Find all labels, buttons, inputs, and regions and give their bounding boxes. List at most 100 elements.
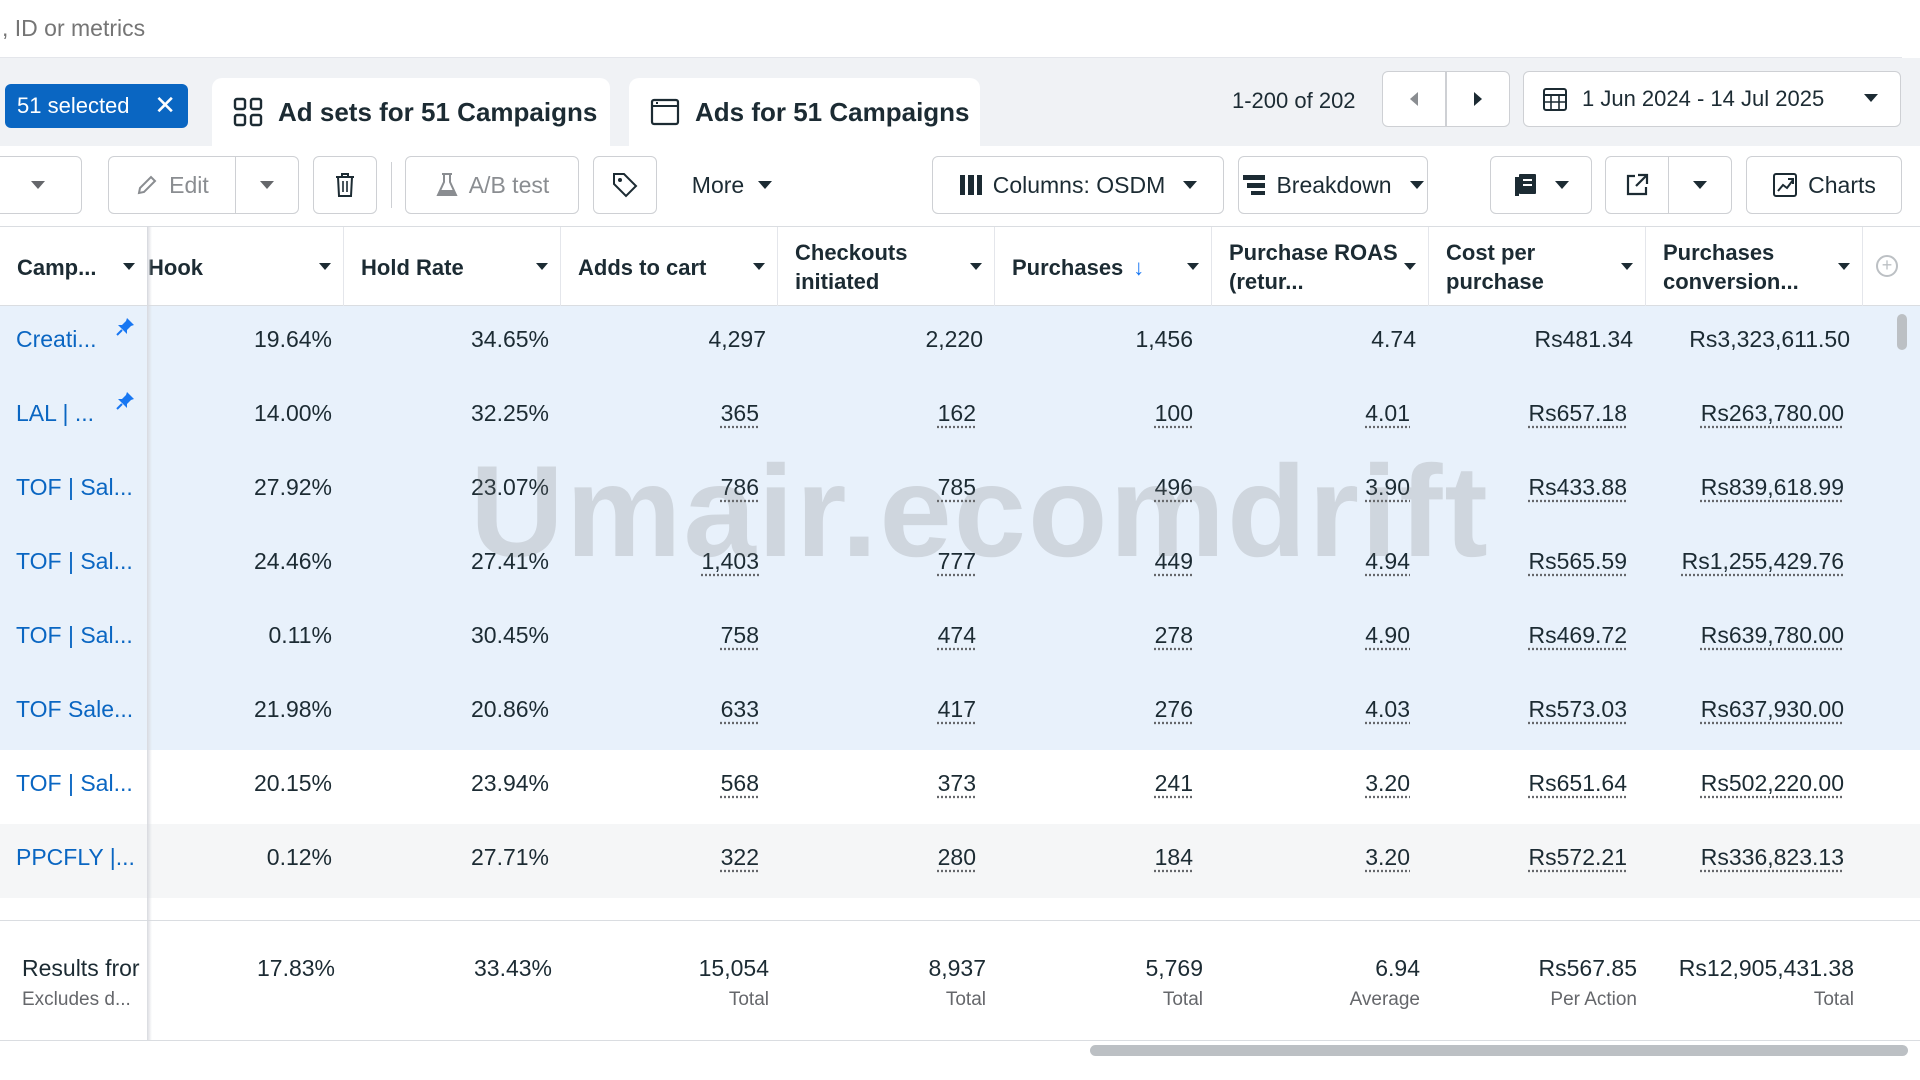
purchases-value[interactable]: 449 (1154, 548, 1193, 574)
adds-to-cart-value[interactable]: 568 (720, 770, 759, 796)
chevron-down-icon[interactable] (970, 263, 982, 270)
date-range-picker[interactable]: 1 Jun 2024 - 14 Jul 2025 (1523, 71, 1901, 127)
column-header-adds-to-cart[interactable]: Adds to cart (561, 227, 778, 307)
checkouts-value[interactable]: 417 (937, 696, 976, 722)
sort-descending-icon[interactable]: ↓ (1133, 254, 1145, 280)
reports-button[interactable] (1490, 156, 1592, 214)
table-row[interactable]: TOF | Sal... 24.46% 27.41% 1,403 777 449… (0, 528, 1920, 602)
checkouts-value[interactable]: 162 (937, 400, 976, 426)
purchases-value[interactable]: 278 (1154, 622, 1193, 648)
campaign-name-link[interactable]: TOF Sale... (16, 696, 134, 722)
roas-value[interactable]: 3.20 (1365, 770, 1410, 796)
purchases-value[interactable]: 241 (1154, 770, 1193, 796)
pin-icon[interactable] (114, 316, 136, 338)
adds-to-cart-value[interactable]: 633 (720, 696, 759, 722)
edit-button[interactable]: Edit (108, 156, 236, 214)
chevron-down-icon[interactable] (1187, 263, 1199, 270)
search-bar[interactable] (0, 0, 1902, 58)
cost-per-purchase-value[interactable]: Rs572.21 (1528, 844, 1627, 870)
purchases-value[interactable]: 276 (1154, 696, 1193, 722)
chevron-down-icon[interactable] (1621, 263, 1633, 270)
chevron-down-icon[interactable] (536, 263, 548, 270)
add-column-icon[interactable]: + (1876, 255, 1898, 277)
campaign-name-link[interactable]: TOF | Sal... (16, 548, 133, 574)
next-page-button[interactable] (1446, 71, 1510, 127)
tag-button[interactable] (593, 156, 657, 214)
purchases-value[interactable]: 100 (1154, 400, 1193, 426)
campaign-name-link[interactable]: LAL | ... (16, 400, 94, 426)
checkouts-value[interactable]: 373 (937, 770, 976, 796)
checkouts-value[interactable]: 777 (937, 548, 976, 574)
table-row[interactable]: TOF | Sal... 20.15% 23.94% 568 373 241 3… (0, 750, 1920, 824)
conversion-value[interactable]: Rs839,618.99 (1700, 474, 1844, 500)
roas-value[interactable]: 4.03 (1365, 696, 1410, 722)
export-dropdown-button[interactable] (1668, 156, 1732, 214)
campaign-name-link[interactable]: PPCFLY |... (16, 844, 135, 870)
selection-chip[interactable]: 51 selected ✕ (5, 84, 188, 128)
adds-to-cart-value[interactable]: 322 (720, 844, 759, 870)
breakdown-button[interactable]: Breakdown (1238, 156, 1428, 214)
purchases-value[interactable]: 184 (1154, 844, 1193, 870)
delete-button[interactable] (313, 156, 377, 214)
export-button[interactable] (1605, 156, 1669, 214)
campaign-name-link[interactable]: TOF | Sal... (16, 622, 133, 648)
adds-to-cart-value[interactable]: 365 (720, 400, 759, 426)
column-header-campaign[interactable]: Camp... (0, 227, 148, 307)
columns-button[interactable]: Columns: OSDM (932, 156, 1224, 214)
create-dropdown-button[interactable] (0, 156, 82, 214)
roas-value[interactable]: 3.90 (1365, 474, 1410, 500)
charts-button[interactable]: Charts (1746, 156, 1902, 214)
conversion-value[interactable]: Rs639,780.00 (1700, 622, 1844, 648)
chevron-down-icon[interactable] (123, 263, 135, 270)
roas-value[interactable]: 3.20 (1365, 844, 1410, 870)
cost-per-purchase-value[interactable]: Rs657.18 (1528, 400, 1627, 426)
campaign-name-link[interactable]: TOF | Sal... (16, 474, 133, 500)
column-header-roas[interactable]: Purchase ROAS (retur... (1212, 227, 1429, 307)
tab-ad-sets[interactable]: Ad sets for 51 Campaigns (212, 78, 610, 146)
checkouts-value[interactable]: 280 (937, 844, 976, 870)
purchases-value[interactable]: 496 (1154, 474, 1193, 500)
cost-per-purchase-value[interactable]: Rs469.72 (1528, 622, 1627, 648)
campaign-name-link[interactable]: TOF | Sal... (16, 770, 133, 796)
column-header-conversion-value[interactable]: Purchases conversion... (1646, 227, 1863, 307)
chevron-down-icon[interactable] (1404, 263, 1416, 270)
table-row[interactable]: PPCFLY |... 0.12% 27.71% 322 280 184 3.2… (0, 824, 1920, 898)
cost-per-purchase-value[interactable]: Rs565.59 (1528, 548, 1627, 574)
pin-icon[interactable] (114, 390, 136, 412)
roas-value[interactable]: 4.01 (1365, 400, 1410, 426)
checkouts-value[interactable]: 785 (937, 474, 976, 500)
tab-ads[interactable]: Ads for 51 Campaigns (629, 78, 980, 146)
search-input[interactable] (2, 15, 1802, 42)
conversion-value[interactable]: Rs502,220.00 (1700, 770, 1844, 796)
column-header-hook[interactable]: Hook (148, 227, 344, 307)
table-row[interactable]: Creati... 19.64% 34.65% 4,297 2,220 1,45… (0, 306, 1920, 380)
ab-test-button[interactable]: A/B test (405, 156, 579, 214)
conversion-value[interactable]: Rs336,823.13 (1700, 844, 1844, 870)
conversion-value[interactable]: Rs637,930.00 (1700, 696, 1844, 722)
column-header-checkouts[interactable]: Checkouts initiated (778, 227, 995, 307)
cost-per-purchase-value[interactable]: Rs651.64 (1528, 770, 1627, 796)
vertical-scrollbar[interactable] (1897, 314, 1907, 350)
table-row[interactable]: LAL | ... 14.00% 32.25% 365 162 100 4.01… (0, 380, 1920, 454)
column-header-hold-rate[interactable]: Hold Rate (344, 227, 561, 307)
cost-per-purchase-value[interactable]: Rs433.88 (1528, 474, 1627, 500)
table-row[interactable]: TOF | Sal... 0.11% 30.45% 758 474 278 4.… (0, 602, 1920, 676)
roas-value[interactable]: 4.94 (1365, 548, 1410, 574)
adds-to-cart-value[interactable]: 1,403 (701, 548, 759, 574)
column-header-purchases[interactable]: Purchases ↓ (995, 227, 1212, 307)
table-row[interactable]: TOF Sale... 21.98% 20.86% 633 417 276 4.… (0, 676, 1920, 750)
clear-selection-icon[interactable]: ✕ (154, 90, 176, 120)
adds-to-cart-value[interactable]: 758 (720, 622, 759, 648)
chevron-down-icon[interactable] (1838, 263, 1850, 270)
conversion-value[interactable]: Rs1,255,429.76 (1681, 548, 1844, 574)
cost-per-purchase-value[interactable]: Rs573.03 (1528, 696, 1627, 722)
roas-value[interactable]: 4.90 (1365, 622, 1410, 648)
campaign-name-link[interactable]: Creati... (16, 326, 97, 352)
adds-to-cart-value[interactable]: 786 (720, 474, 759, 500)
column-header-cost-per-purchase[interactable]: Cost per purchase (1429, 227, 1646, 307)
more-button[interactable]: More (672, 156, 792, 214)
edit-dropdown-button[interactable] (235, 156, 299, 214)
prev-page-button[interactable] (1382, 71, 1446, 127)
table-row[interactable]: TOF | Sal... 27.92% 23.07% 786 785 496 3… (0, 454, 1920, 528)
horizontal-scrollbar[interactable] (1090, 1045, 1908, 1056)
